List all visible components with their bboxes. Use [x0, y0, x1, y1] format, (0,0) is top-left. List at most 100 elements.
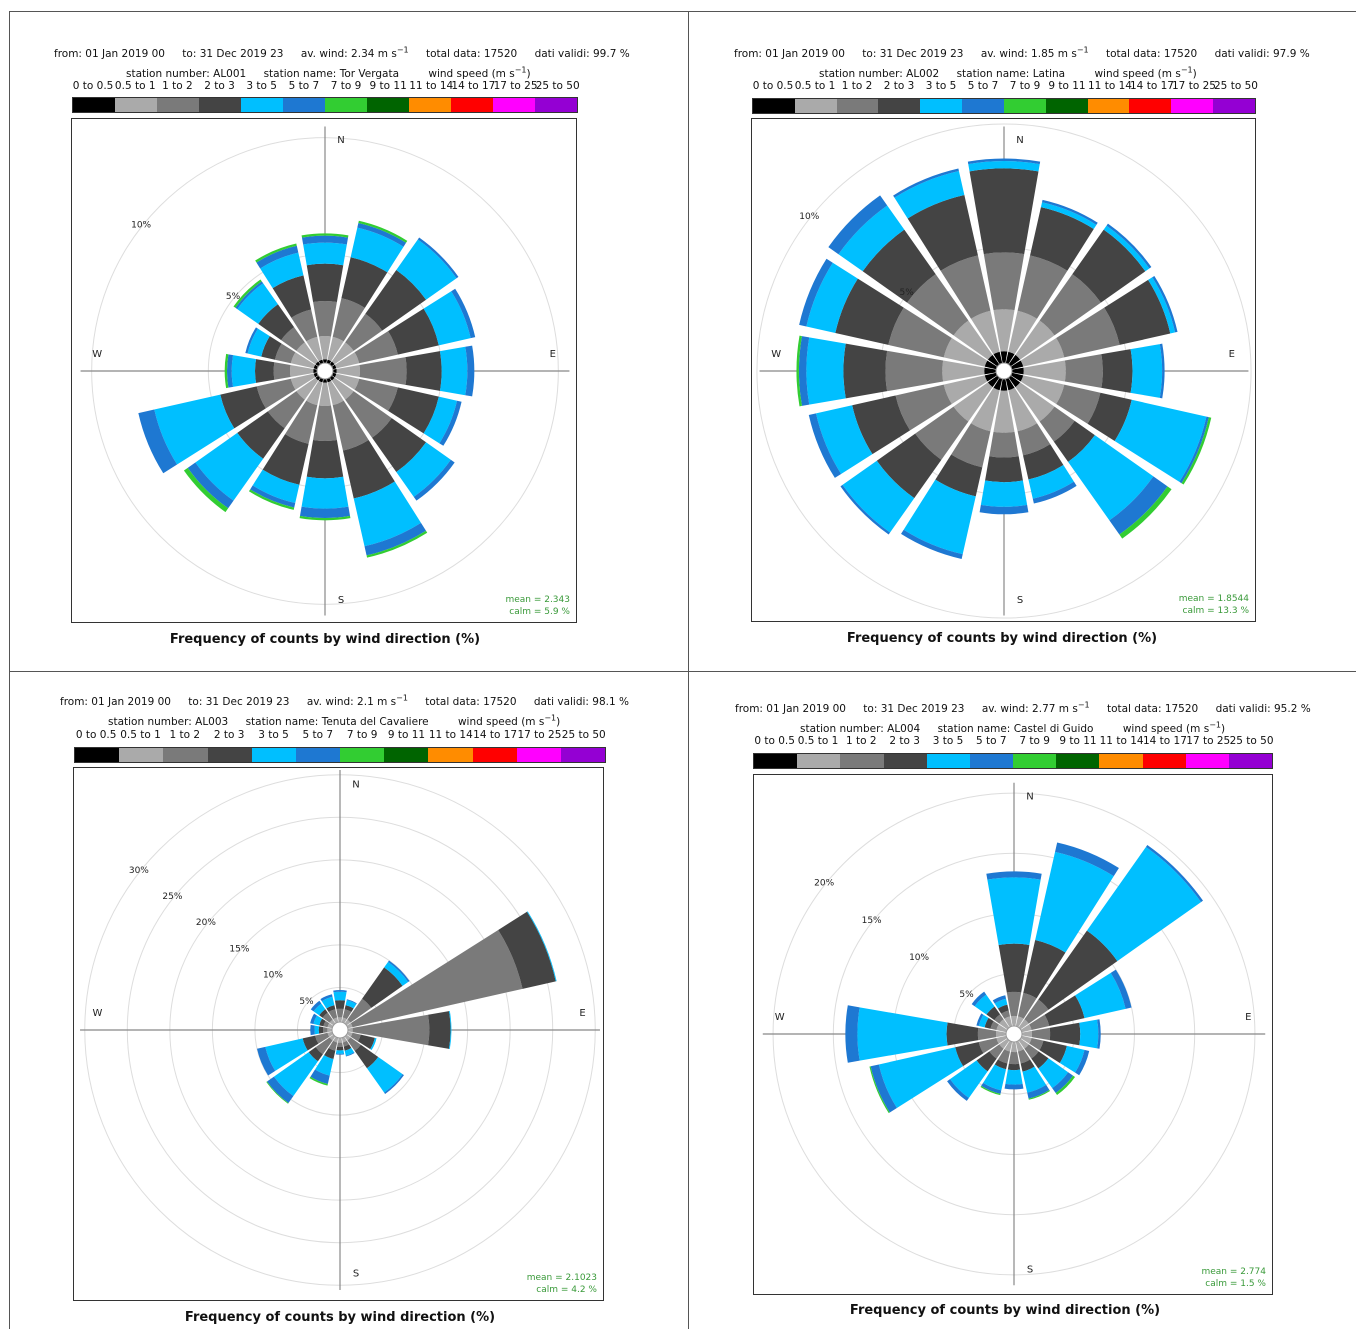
speed-segment — [337, 1017, 343, 1023]
speed-segment — [343, 1044, 352, 1051]
windrose-plot: 5% 10% 15% 20% N E S W mean = 2.774 calm = 1.5 … — [753, 774, 1273, 1295]
speed-bin-label: 14 to 17 — [1142, 735, 1187, 747]
speed-segment — [323, 1020, 330, 1028]
speed-segment — [878, 1047, 964, 1109]
compass-n: N — [1016, 135, 1023, 146]
colorbar-swatch — [1087, 99, 1130, 113]
colorbar-swatch — [962, 99, 1004, 113]
colorbar-swatch — [878, 99, 921, 113]
direction-sector — [979, 378, 1029, 515]
direction-sector — [331, 372, 462, 446]
speed-segment — [310, 1024, 315, 1036]
speed-segment — [336, 1008, 344, 1018]
speed-segment — [978, 1014, 989, 1028]
speed-segment — [1017, 423, 1051, 456]
speed-segment — [1032, 481, 1077, 504]
total-label: total data: 17520 — [1105, 47, 1198, 60]
speed-segment — [1075, 1049, 1090, 1076]
speed-segment — [323, 378, 327, 383]
speed-segment — [1059, 1045, 1085, 1073]
speed-segment — [299, 506, 351, 518]
speed-segment — [372, 418, 427, 473]
speed-segment — [235, 281, 264, 310]
speed-segment — [301, 233, 349, 238]
speed-segment — [1024, 999, 1049, 1024]
radial-tick-label: 15% — [229, 944, 249, 954]
valid-label: dati validi: 97.9 % — [1214, 47, 1310, 60]
colorbar-swatch — [920, 99, 963, 113]
colorbar-swatch — [1045, 99, 1088, 113]
compass-e: E — [1229, 349, 1235, 360]
speed-segment — [370, 1037, 377, 1051]
speed-segment — [423, 291, 471, 346]
speed-segment — [971, 991, 987, 1007]
speed-segment — [976, 1013, 984, 1027]
speed-segment — [893, 168, 959, 198]
speed-segment — [816, 405, 873, 474]
to-label: to: 31 Dec 2019 23 — [182, 47, 284, 60]
speed-segment — [306, 439, 344, 479]
colorbar-swatch — [163, 748, 208, 762]
speed-bin-label: 11 to 14 — [1099, 735, 1144, 747]
total-label: total data: 17520 — [425, 695, 517, 708]
speed-bin-label: 25 to 50 — [1229, 735, 1274, 747]
speed-bin-label: 14 to 17 — [473, 729, 518, 741]
direction-sector — [335, 1037, 345, 1055]
grid-divider-vertical — [688, 11, 689, 1329]
speed-segment — [344, 1047, 355, 1056]
speed-segment — [319, 382, 331, 407]
speed-segment — [986, 871, 1042, 880]
speed-segment — [384, 1074, 404, 1094]
speed-bin-label: 9 to 11 — [369, 80, 407, 92]
speed-segment — [342, 1040, 350, 1047]
direction-sector — [310, 1013, 334, 1029]
compass-n: N — [352, 779, 359, 790]
speed-segment — [1017, 1049, 1031, 1064]
compass-e: E — [579, 1008, 585, 1019]
colorbar-swatch — [241, 98, 283, 112]
speed-segment — [1020, 337, 1065, 367]
plot-caption: Frequency of counts by wind direction (%… — [849, 1303, 1161, 1318]
compass-w: W — [92, 1008, 102, 1019]
colorbar-swatch — [295, 748, 341, 762]
speed-segment — [978, 1037, 999, 1054]
speed-segment — [1018, 1038, 1029, 1049]
speed-segment — [1040, 202, 1097, 229]
speed-bin-label: 3 to 5 — [246, 80, 277, 92]
radial-tick-label: 5% — [299, 997, 314, 1007]
wind-speed-unit: wind speed (m s−1) — [428, 65, 531, 80]
speed-segment — [248, 489, 295, 510]
speed-segment — [273, 362, 291, 380]
speed-segment — [301, 476, 349, 509]
station-number: station number: AL001 — [126, 67, 247, 80]
speed-segment — [448, 1011, 452, 1049]
speed-segment — [1020, 1035, 1032, 1044]
speed-segment — [347, 1027, 353, 1033]
speed-segment — [1145, 845, 1203, 903]
speed-segment — [250, 485, 296, 508]
speed-segment — [388, 387, 439, 434]
speed-segment — [328, 1040, 338, 1051]
speed-segment — [907, 195, 978, 271]
speed-segment — [227, 354, 234, 388]
from-label: from: 01 Jan 2019 00 — [60, 695, 171, 708]
speed-segment — [319, 1009, 328, 1018]
speed-segment — [989, 431, 1019, 458]
speed-segment — [947, 1079, 969, 1101]
speed-segment — [987, 354, 1000, 367]
speed-segment — [1106, 223, 1152, 269]
colorbar-swatch — [157, 98, 199, 112]
speed-segment — [324, 1047, 336, 1060]
speed-bin-label: 5 to 7 — [288, 80, 320, 92]
speed-segment — [980, 480, 1028, 507]
direction-sector — [1008, 223, 1152, 367]
speed-segment — [255, 243, 297, 263]
speed-segment — [907, 274, 969, 336]
speed-segment — [231, 355, 257, 387]
speed-segment — [1039, 274, 1101, 336]
direction-sector — [1010, 372, 1212, 485]
speed-segment — [1017, 992, 1037, 1019]
speed-segment — [346, 1023, 353, 1029]
speed-segment — [1179, 416, 1209, 484]
